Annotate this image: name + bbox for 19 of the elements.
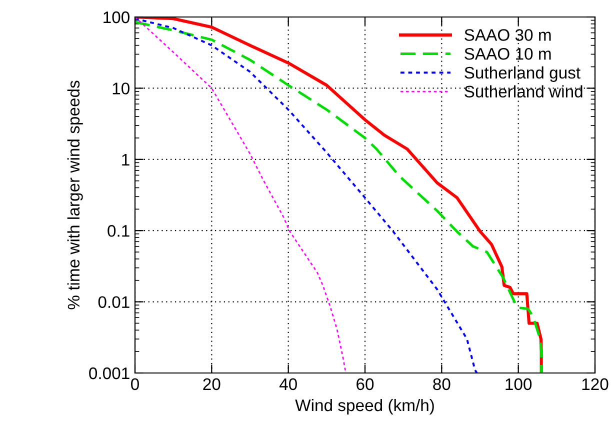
x-tick-label: 20 (203, 378, 220, 390)
x-tick-label: 80 (433, 378, 450, 390)
y-tick-label: 0.01 (98, 296, 130, 308)
y-tick-label: 100 (104, 11, 130, 24)
x-axis-title: Wind speed (km/h) (295, 398, 434, 414)
x-tick-label: 0 (131, 378, 139, 390)
x-tick-label: 60 (356, 378, 374, 390)
legend-label: SAAO 10 m (464, 48, 551, 60)
y-axis-title: % time with larger wind speeds (67, 80, 83, 310)
y-tick-label: 0.001 (89, 367, 130, 380)
y-tick-label: 0.1 (108, 225, 130, 237)
legend-label: Sutherland gust (464, 66, 580, 82)
y-tick-label: 1 (122, 154, 130, 166)
y-tick-label: 10 (112, 82, 130, 94)
legend-label: Sutherland wind (464, 85, 582, 98)
x-tick-label: 120 (582, 378, 608, 390)
x-tick-label: 100 (506, 378, 532, 390)
legend-label: SAAO 30 m (464, 29, 551, 41)
x-tick-label: 40 (279, 378, 297, 390)
